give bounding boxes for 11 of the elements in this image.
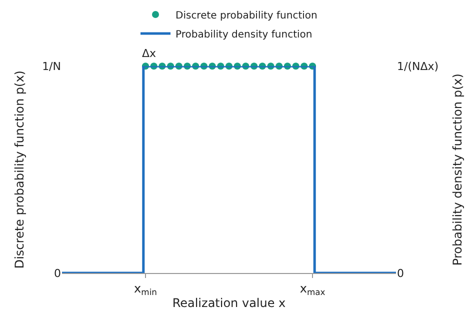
legend-label: Discrete probability function — [176, 10, 318, 22]
y-axis-title: Discrete probability function p(x) — [12, 70, 26, 269]
y2-axis-title: Probability density function p(x) — [450, 74, 464, 266]
x-tick-label: x$_{max}$ — [300, 281, 326, 297]
x-axis-title: Realization value x — [172, 296, 286, 310]
legend-label: Probability density function — [176, 29, 312, 40]
y2-tick-label: 1/(NΔx) — [397, 60, 439, 73]
y-tick-label: 1/N — [42, 60, 61, 73]
text: Δx — [142, 47, 157, 60]
x-tick-label: x$_{min}$ — [134, 281, 157, 297]
y2-tick-label: 0 — [397, 266, 404, 280]
